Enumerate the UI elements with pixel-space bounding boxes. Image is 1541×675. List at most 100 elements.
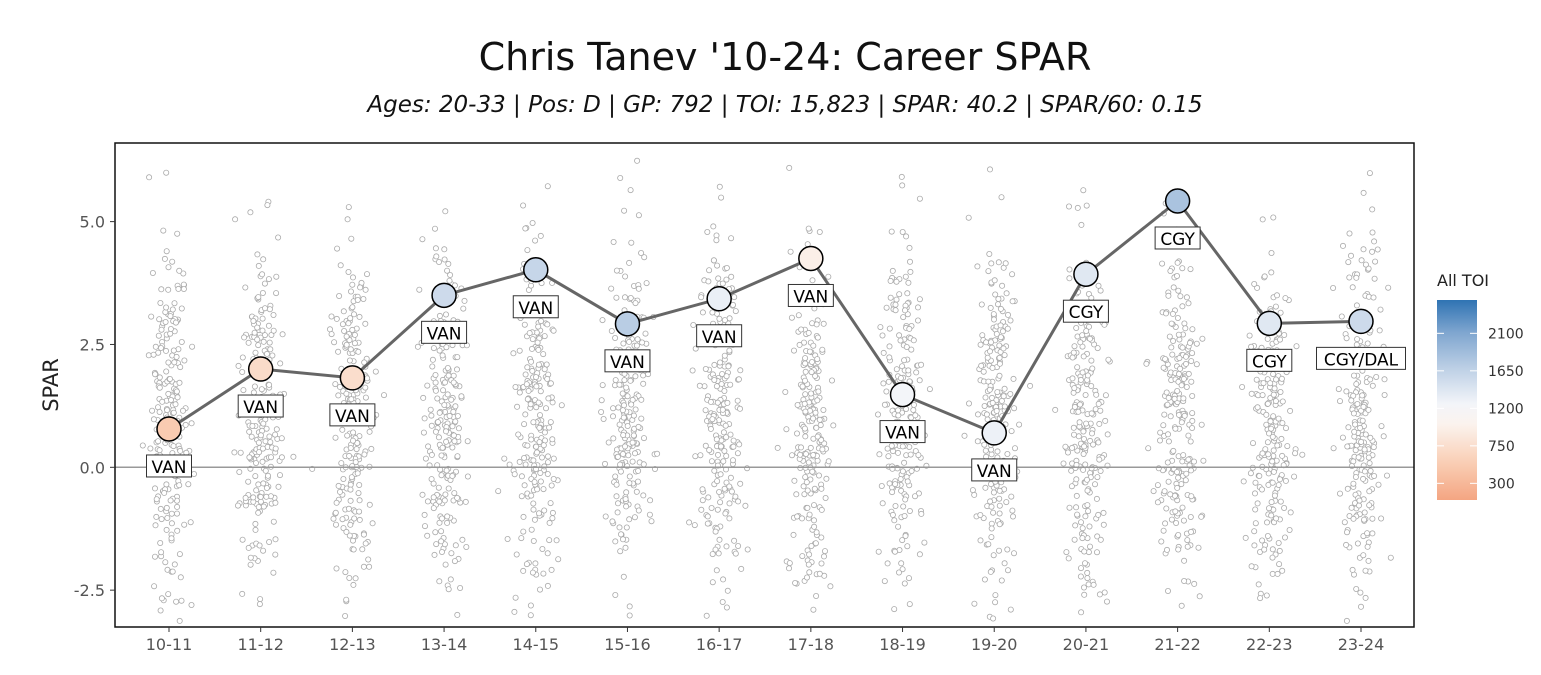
background-point bbox=[420, 429, 427, 436]
background-point bbox=[176, 551, 183, 558]
background-point bbox=[158, 595, 165, 602]
background-point bbox=[996, 372, 1003, 379]
background-point bbox=[1154, 499, 1161, 506]
background-point bbox=[1090, 441, 1097, 448]
background-point bbox=[720, 429, 727, 436]
background-point bbox=[553, 537, 560, 544]
background-point bbox=[1087, 335, 1094, 342]
background-point bbox=[170, 347, 177, 354]
background-point bbox=[157, 344, 164, 351]
background-point bbox=[895, 523, 902, 530]
background-point bbox=[1193, 340, 1200, 347]
background-point bbox=[278, 454, 285, 461]
background-point bbox=[1170, 337, 1177, 344]
background-point bbox=[810, 606, 817, 613]
background-point bbox=[430, 345, 437, 352]
background-point bbox=[1174, 259, 1181, 266]
background-point bbox=[897, 375, 904, 382]
background-point bbox=[916, 195, 923, 202]
plot-panel bbox=[115, 143, 1414, 627]
team-label: CGY bbox=[1252, 352, 1287, 372]
background-point bbox=[977, 537, 984, 544]
background-point bbox=[165, 390, 172, 397]
background-point bbox=[546, 424, 553, 431]
background-point bbox=[612, 538, 619, 545]
background-point bbox=[706, 447, 713, 454]
background-point bbox=[723, 264, 730, 271]
background-point bbox=[139, 442, 146, 449]
background-point bbox=[789, 452, 796, 459]
background-point bbox=[709, 579, 716, 586]
background-point bbox=[372, 368, 379, 375]
background-point bbox=[270, 311, 277, 318]
background-point bbox=[1090, 581, 1097, 588]
background-point bbox=[524, 442, 531, 449]
background-point bbox=[1276, 547, 1283, 554]
background-point bbox=[1161, 488, 1168, 495]
background-point bbox=[714, 478, 721, 485]
background-point bbox=[549, 436, 556, 443]
background-point bbox=[1095, 282, 1102, 289]
background-point bbox=[635, 423, 642, 430]
background-point bbox=[335, 348, 342, 355]
background-point bbox=[544, 470, 551, 477]
data-point bbox=[247, 356, 274, 382]
background-point bbox=[987, 348, 994, 355]
background-point bbox=[1251, 528, 1258, 535]
background-point bbox=[1189, 326, 1196, 333]
background-point bbox=[897, 476, 904, 483]
background-point bbox=[992, 592, 999, 599]
background-point bbox=[892, 307, 899, 314]
background-point bbox=[623, 503, 630, 510]
background-point bbox=[1001, 560, 1008, 567]
background-point bbox=[421, 415, 428, 422]
background-point bbox=[982, 447, 989, 454]
background-point bbox=[1185, 300, 1192, 307]
background-point bbox=[349, 304, 356, 311]
background-point bbox=[999, 328, 1006, 335]
background-point bbox=[520, 513, 527, 520]
background-point bbox=[1085, 581, 1092, 588]
background-point bbox=[991, 277, 998, 284]
background-point bbox=[990, 509, 997, 516]
background-point bbox=[334, 245, 341, 252]
background-point bbox=[810, 451, 817, 458]
background-point bbox=[462, 498, 469, 505]
background-point bbox=[721, 447, 728, 454]
background-point bbox=[1268, 512, 1275, 519]
background-point bbox=[782, 388, 789, 395]
background-point bbox=[347, 346, 354, 353]
background-point bbox=[550, 475, 557, 482]
background-point bbox=[339, 516, 346, 523]
background-point bbox=[608, 327, 615, 334]
background-point bbox=[545, 459, 552, 466]
background-point bbox=[266, 381, 273, 388]
background-point bbox=[719, 599, 726, 606]
background-point bbox=[1271, 385, 1278, 392]
background-point bbox=[709, 416, 716, 423]
background-point bbox=[163, 304, 170, 311]
background-point bbox=[522, 371, 529, 378]
background-point bbox=[266, 306, 273, 313]
background-point bbox=[726, 347, 733, 354]
background-point bbox=[707, 398, 714, 405]
background-point bbox=[966, 400, 973, 407]
background-point bbox=[548, 482, 555, 489]
background-point bbox=[719, 406, 726, 413]
background-point bbox=[1095, 511, 1102, 518]
background-point bbox=[730, 443, 737, 450]
background-point bbox=[257, 596, 264, 603]
background-point bbox=[330, 515, 337, 522]
background-point bbox=[987, 568, 994, 575]
background-point bbox=[1094, 549, 1101, 556]
background-point bbox=[1359, 392, 1366, 399]
background-point bbox=[1081, 584, 1088, 591]
background-point bbox=[454, 611, 461, 618]
background-point bbox=[1008, 428, 1015, 435]
background-point bbox=[1160, 364, 1167, 371]
background-point bbox=[721, 317, 728, 324]
background-point bbox=[620, 340, 627, 347]
background-point bbox=[738, 565, 745, 572]
background-point bbox=[366, 563, 373, 570]
